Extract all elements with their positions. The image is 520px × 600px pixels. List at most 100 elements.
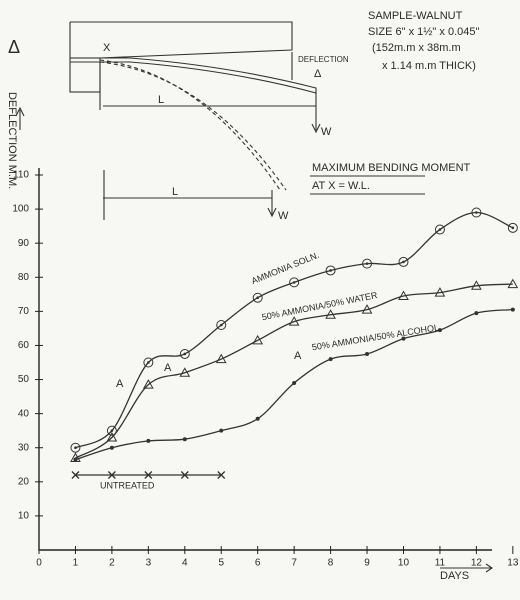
moment-title: MAXIMUM BENDING MOMENT	[312, 162, 471, 174]
data-point	[398, 256, 409, 267]
data-point	[73, 457, 78, 462]
marker	[292, 281, 296, 284]
y-tick-label: 110	[13, 170, 29, 181]
marker	[256, 296, 259, 300]
marker	[180, 471, 189, 479]
data-point	[146, 438, 151, 443]
x-tick-label: 4	[182, 558, 188, 569]
beam-diagram	[15, 21, 425, 220]
series-label: 50% AMMONIA/50% ALCOHOL	[311, 322, 440, 352]
marker	[471, 280, 482, 290]
x-tick-label: 7	[291, 558, 297, 569]
data-point	[109, 445, 114, 450]
marker	[255, 416, 260, 421]
y-axis-label: DEFLECTION M.M.	[6, 92, 18, 189]
marker	[142, 379, 154, 389]
data-point	[325, 265, 336, 276]
marker	[325, 309, 336, 319]
data-point	[434, 224, 445, 235]
axis-arrow	[440, 563, 493, 573]
diagram-label: W	[321, 126, 332, 138]
data-point	[434, 287, 446, 297]
marker	[252, 334, 264, 345]
marker	[362, 258, 373, 269]
x-tick-label: 9	[364, 558, 370, 569]
data-point	[437, 328, 442, 333]
marker	[216, 320, 227, 330]
data-point	[292, 380, 297, 385]
marker	[329, 269, 332, 272]
marker	[507, 222, 518, 233]
y-tick-label: 80	[18, 272, 30, 283]
x-tick-label: 8	[328, 558, 334, 569]
annotation: A	[294, 350, 302, 362]
marker	[182, 437, 187, 442]
marker	[434, 287, 446, 297]
marker	[219, 428, 224, 433]
data-point	[252, 292, 263, 303]
marker	[438, 228, 442, 231]
marker	[110, 429, 114, 432]
data-point	[471, 280, 482, 290]
data-point	[144, 471, 153, 479]
moment-formula: AT X = W.L.	[312, 180, 370, 192]
diagram-label: X	[103, 42, 111, 54]
marker	[109, 445, 114, 450]
data-point	[216, 320, 227, 330]
data-point	[507, 222, 518, 233]
data-point	[328, 357, 333, 362]
marker	[507, 278, 519, 289]
data-point	[361, 304, 373, 314]
marker	[144, 471, 153, 479]
marker	[107, 471, 116, 479]
marker	[365, 351, 370, 356]
diagram-label: Δ	[314, 68, 322, 80]
marker	[71, 471, 80, 479]
marker	[361, 304, 373, 314]
x-tick-label: 1	[73, 558, 79, 569]
marker	[106, 431, 118, 442]
series-label: 50% AMMONIA/50% WATER	[261, 290, 379, 322]
diagram-label: DEFLECTION	[298, 55, 349, 64]
data-point	[217, 471, 226, 479]
data-point	[106, 431, 118, 442]
data-point	[219, 428, 224, 433]
chart-title: SAMPLE-WALNUT	[368, 10, 463, 22]
data-point	[252, 334, 264, 345]
marker	[474, 311, 479, 316]
diagram-label: W	[278, 210, 289, 222]
axes	[38, 168, 492, 551]
size-note: x 1.14 m.m THICK)	[382, 60, 476, 72]
marker	[402, 260, 405, 264]
data-point	[507, 278, 519, 289]
data-point	[398, 290, 409, 301]
diagram-label: Δ	[8, 37, 20, 57]
marker	[179, 348, 190, 359]
marker	[217, 471, 226, 479]
data-point	[471, 207, 482, 218]
marker	[70, 442, 81, 453]
series-label: UNTREATED	[100, 480, 155, 490]
chart-subtitle: SIZE 6" x 1½" x 0.045"	[368, 26, 479, 38]
data-point	[180, 471, 189, 479]
marker	[219, 323, 223, 327]
data-point	[510, 307, 515, 312]
marker	[398, 290, 409, 301]
data-point	[142, 379, 154, 389]
x-tick-label: 12	[471, 558, 483, 569]
y-tick-label: 20	[18, 476, 30, 487]
series-line	[75, 283, 513, 459]
x-tick-label: 0	[36, 558, 42, 569]
marker	[365, 262, 369, 265]
data-point	[143, 357, 154, 368]
x-tick-label: 13	[507, 558, 519, 569]
marker	[437, 328, 442, 333]
marker	[73, 457, 78, 462]
data-point	[255, 416, 260, 421]
x-tick-label: 5	[218, 558, 224, 569]
series-line	[75, 211, 514, 449]
y-tick-label: 50	[18, 374, 30, 385]
data-point	[179, 367, 191, 377]
marker	[325, 265, 336, 276]
